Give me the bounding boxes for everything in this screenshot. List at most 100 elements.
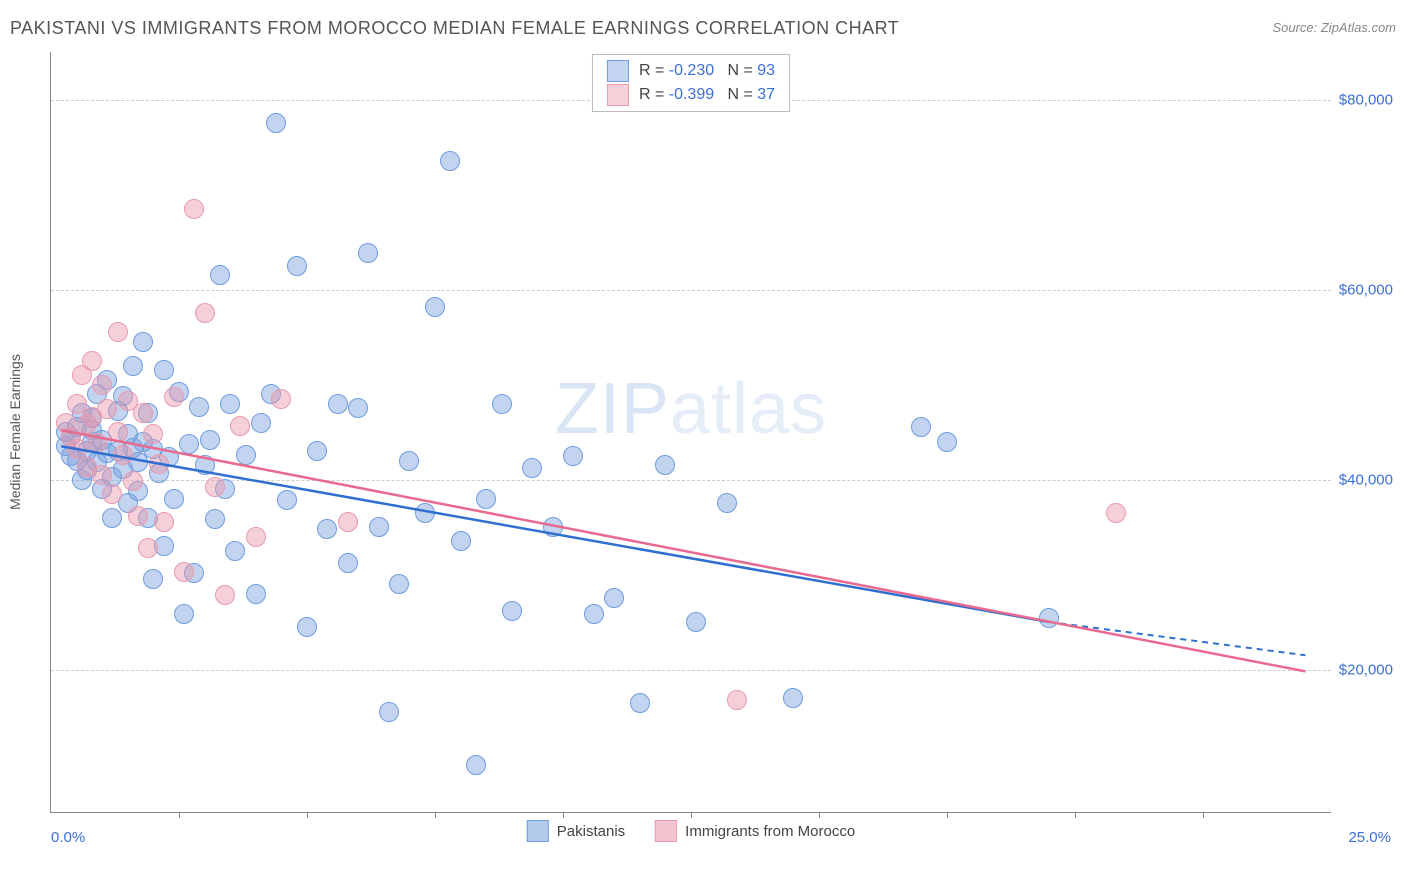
gridline xyxy=(51,670,1331,671)
data-point-series-0 xyxy=(1039,608,1059,628)
data-point-series-0 xyxy=(251,413,271,433)
data-point-series-0 xyxy=(630,693,650,713)
legend-series: Pakistanis Immigrants from Morocco xyxy=(527,820,855,842)
data-point-series-0 xyxy=(174,604,194,624)
chart-header: PAKISTANI VS IMMIGRANTS FROM MOROCCO MED… xyxy=(10,18,1396,48)
data-point-series-0 xyxy=(655,455,675,475)
data-point-series-1 xyxy=(128,506,148,526)
data-point-series-1 xyxy=(174,562,194,582)
data-point-series-1 xyxy=(133,403,153,423)
data-point-series-0 xyxy=(522,458,542,478)
data-point-series-1 xyxy=(727,690,747,710)
data-point-series-0 xyxy=(102,508,122,528)
data-point-series-1 xyxy=(97,399,117,419)
data-point-series-1 xyxy=(67,439,87,459)
data-point-series-0 xyxy=(492,394,512,414)
data-point-series-0 xyxy=(543,517,563,537)
data-point-series-0 xyxy=(317,519,337,539)
gridline xyxy=(51,290,1331,291)
data-point-series-0 xyxy=(154,360,174,380)
y-axis-label: Median Female Earnings xyxy=(7,354,23,510)
x-tick xyxy=(307,812,308,818)
legend-stats-row: R = -0.399 N = 37 xyxy=(607,83,775,107)
data-point-series-0 xyxy=(236,445,256,465)
data-point-series-0 xyxy=(415,503,435,523)
data-point-series-1 xyxy=(154,512,174,532)
data-point-series-0 xyxy=(338,553,358,573)
data-point-series-0 xyxy=(584,604,604,624)
data-point-series-0 xyxy=(563,446,583,466)
data-point-series-0 xyxy=(246,584,266,604)
data-point-series-0 xyxy=(297,617,317,637)
data-point-series-1 xyxy=(246,527,266,547)
data-point-series-1 xyxy=(271,389,291,409)
data-point-series-0 xyxy=(451,531,471,551)
data-point-series-1 xyxy=(338,512,358,532)
x-tick xyxy=(179,812,180,818)
y-tick-label: $80,000 xyxy=(1339,91,1393,108)
data-point-series-0 xyxy=(783,688,803,708)
data-point-series-0 xyxy=(200,430,220,450)
r-value-1: -0.399 xyxy=(669,86,714,103)
data-point-series-0 xyxy=(277,490,297,510)
legend-stats-row: R = -0.230 N = 93 xyxy=(607,59,775,83)
data-point-series-0 xyxy=(502,601,522,621)
x-tick xyxy=(435,812,436,818)
scatter-plot: ZIPatlas Median Female Earnings 0.0% 25.… xyxy=(50,52,1331,813)
data-point-series-0 xyxy=(358,243,378,263)
data-point-series-0 xyxy=(466,755,486,775)
n-value-1: 37 xyxy=(757,86,775,103)
data-point-series-1 xyxy=(195,303,215,323)
data-point-series-1 xyxy=(164,387,184,407)
x-tick xyxy=(947,812,948,818)
legend-label: Pakistanis xyxy=(557,823,625,840)
data-point-series-1 xyxy=(1106,503,1126,523)
data-point-series-1 xyxy=(138,538,158,558)
y-tick-label: $40,000 xyxy=(1339,471,1393,488)
data-point-series-0 xyxy=(287,256,307,276)
data-point-series-1 xyxy=(184,199,204,219)
data-point-series-0 xyxy=(205,509,225,529)
data-point-series-0 xyxy=(369,517,389,537)
data-point-series-1 xyxy=(92,465,112,485)
data-point-series-0 xyxy=(604,588,624,608)
data-point-series-0 xyxy=(389,574,409,594)
data-point-series-0 xyxy=(717,493,737,513)
data-point-series-0 xyxy=(220,394,240,414)
data-point-series-0 xyxy=(425,297,445,317)
r-value-0: -0.230 xyxy=(669,62,714,79)
data-point-series-0 xyxy=(189,397,209,417)
data-point-series-0 xyxy=(133,332,153,352)
data-point-series-0 xyxy=(328,394,348,414)
data-point-series-1 xyxy=(87,433,107,453)
data-point-series-0 xyxy=(143,569,163,589)
data-point-series-1 xyxy=(92,375,112,395)
swatch-legend-1 xyxy=(655,820,677,842)
data-point-series-1 xyxy=(215,585,235,605)
gridline xyxy=(51,480,1331,481)
legend-label: Immigrants from Morocco xyxy=(685,823,855,840)
data-point-series-0 xyxy=(937,432,957,452)
data-point-series-1 xyxy=(108,322,128,342)
chart-title: PAKISTANI VS IMMIGRANTS FROM MOROCCO MED… xyxy=(10,18,899,38)
x-tick xyxy=(691,812,692,818)
data-point-series-0 xyxy=(307,441,327,461)
data-point-series-1 xyxy=(143,424,163,444)
swatch-series-0 xyxy=(607,60,629,82)
data-point-series-0 xyxy=(225,541,245,561)
x-tick xyxy=(1203,812,1204,818)
data-point-series-0 xyxy=(379,702,399,722)
data-point-series-0 xyxy=(348,398,368,418)
x-tick xyxy=(563,812,564,818)
data-point-series-1 xyxy=(82,351,102,371)
watermark-text: ZIPatlas xyxy=(555,368,827,450)
data-point-series-0 xyxy=(210,265,230,285)
data-point-series-0 xyxy=(476,489,496,509)
legend-item: Immigrants from Morocco xyxy=(655,820,855,842)
data-point-series-0 xyxy=(179,434,199,454)
x-axis-min-label: 0.0% xyxy=(51,829,85,846)
data-point-series-0 xyxy=(266,113,286,133)
data-point-series-0 xyxy=(686,612,706,632)
data-point-series-1 xyxy=(205,477,225,497)
n-value-0: 93 xyxy=(757,62,775,79)
